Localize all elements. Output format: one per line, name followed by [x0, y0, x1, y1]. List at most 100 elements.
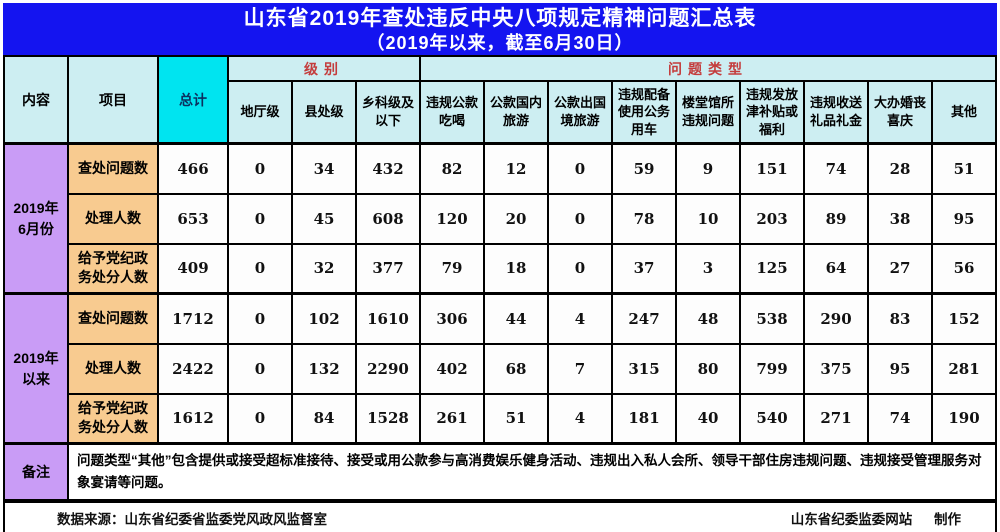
data-cell: 125: [739, 242, 805, 295]
column-header-type-0: 违规公款吃喝: [419, 80, 485, 145]
data-cell: 466: [157, 142, 229, 195]
header-content: 内容: [3, 55, 69, 145]
data-cell: 64: [803, 242, 869, 295]
data-cell: 7: [547, 342, 613, 395]
summary-table: 内容 项目 总计 级别 问题类型 地厅级 县处级 乡科级及以下 违规公款吃喝 公…: [3, 55, 998, 501]
data-cell: 540: [739, 392, 805, 445]
data-cell: 190: [930, 392, 998, 445]
data-cell: 315: [611, 342, 677, 395]
data-cell: 306: [419, 292, 485, 345]
table-row: 处理人数 653 0 45 608 120 20 0 78 10 203 89 …: [4, 192, 998, 245]
column-header-level-1: 县处级: [291, 80, 357, 145]
column-header-level-2: 乡科级及以下: [355, 80, 421, 145]
data-cell: 40: [675, 392, 741, 445]
data-cell: 151: [739, 142, 805, 195]
data-cell: 152: [930, 292, 998, 345]
data-cell: 538: [739, 292, 805, 345]
remark-text: 问题类型“其他”包含提供或接受超标准接待、接受或用公款参与高消费娱乐健身活动、违…: [66, 442, 998, 501]
data-cell: 48: [675, 292, 741, 345]
data-cell: 82: [419, 142, 485, 195]
data-cell: 432: [355, 142, 421, 195]
data-cell: 2290: [355, 342, 421, 395]
data-cell: 45: [291, 192, 357, 245]
column-header-type-4: 楼堂馆所违规问题: [675, 80, 741, 145]
remark-label: 备注: [3, 442, 69, 501]
data-cell: 56: [930, 242, 998, 295]
data-cell: 203: [739, 192, 805, 245]
title-band: 山东省2019年查处违反中央八项规定精神问题汇总表 （2019年以来，截至6月3…: [3, 3, 997, 55]
item-cell: 查处问题数: [67, 292, 159, 345]
header-type-group: 问题类型: [418, 55, 998, 82]
data-cell: 20: [483, 192, 549, 245]
data-cell: 653: [157, 192, 229, 245]
data-cell: 18: [483, 242, 549, 295]
footer: 数据来源：山东省纪委省监委党风政风监督室 山东省纪委监委网站 制作: [3, 500, 997, 532]
period-cell-ytd: 2019年 以来: [3, 292, 69, 445]
data-cell: 1612: [157, 392, 229, 445]
data-cell: 74: [867, 392, 933, 445]
data-cell: 95: [930, 192, 998, 245]
data-cell: 80: [675, 342, 741, 395]
data-cell: 1610: [355, 292, 421, 345]
data-cell: 79: [419, 242, 485, 295]
data-cell: 2422: [157, 342, 229, 395]
data-cell: 84: [291, 392, 357, 445]
remark-row: 备注 问题类型“其他”包含提供或接受超标准接待、接受或用公款参与高消费娱乐健身活…: [3, 442, 998, 501]
page-subtitle: （2019年以来，截至6月30日）: [366, 33, 634, 53]
item-cell: 给予党纪政务处分人数: [67, 242, 159, 295]
data-cell: 37: [611, 242, 677, 295]
data-cell: 120: [419, 192, 485, 245]
data-cell: 68: [483, 342, 549, 395]
data-cell: 89: [803, 192, 869, 245]
table-row: 处理人数 2422 0 132 2290 402 68 7 315 80 799…: [4, 342, 998, 395]
data-cell: 247: [611, 292, 677, 345]
period-cell-june: 2019年 6月份: [3, 142, 69, 295]
period-line: 6月份: [18, 220, 54, 237]
data-cell: 78: [611, 192, 677, 245]
header-total: 总计: [157, 55, 229, 145]
data-cell: 132: [291, 342, 357, 395]
data-cell: 271: [803, 392, 869, 445]
data-cell: 3: [675, 242, 741, 295]
data-cell: 375: [803, 342, 869, 395]
column-header-type-3: 违规配备使用公务用车: [611, 80, 677, 145]
item-cell: 查处问题数: [67, 142, 159, 195]
data-cell: 0: [227, 342, 293, 395]
header-group-row: 内容 项目 总计 级别 问题类型: [3, 55, 998, 145]
data-cell: 1528: [355, 392, 421, 445]
data-cell: 32: [291, 242, 357, 295]
period-line: 以来: [22, 370, 50, 387]
data-cell: 38: [867, 192, 933, 245]
header-columns-row: 地厅级 县处级 乡科级及以下 违规公款吃喝 公款国内旅游 公款出国境旅游 违规配…: [4, 80, 998, 145]
footer-source: 数据来源：山东省纪委省监委党风政风监督室: [57, 512, 327, 527]
data-cell: 608: [355, 192, 421, 245]
data-cell: 0: [547, 242, 613, 295]
data-cell: 409: [157, 242, 229, 295]
data-cell: 1712: [157, 292, 229, 345]
footer-credit-madeby: 制作: [934, 512, 961, 527]
data-cell: 281: [930, 342, 998, 395]
footer-credit: 山东省纪委监委网站 制作: [791, 508, 961, 528]
data-cell: 83: [867, 292, 933, 345]
data-cell: 74: [803, 142, 869, 195]
footer-credit-site: 山东省纪委监委网站: [790, 512, 913, 527]
table-row: 给予党纪政务处分人数 409 0 32 377 79 18 0 37 3 125…: [4, 242, 998, 295]
data-cell: 0: [227, 242, 293, 295]
data-cell: 0: [227, 192, 293, 245]
header-level-group: 级别: [227, 55, 421, 82]
data-cell: 290: [803, 292, 869, 345]
data-cell: 4: [547, 392, 613, 445]
column-header-level-0: 地厅级: [227, 80, 293, 145]
data-cell: 10: [675, 192, 741, 245]
data-cell: 402: [419, 342, 485, 395]
data-cell: 0: [227, 292, 293, 345]
period-line: 2019年: [13, 200, 59, 217]
period-line: 2019年: [13, 350, 59, 367]
data-cell: 95: [867, 342, 933, 395]
data-cell: 44: [483, 292, 549, 345]
header-item: 项目: [67, 55, 159, 145]
data-cell: 12: [483, 142, 549, 195]
column-header-type-7: 大办婚丧喜庆: [867, 80, 933, 145]
column-header-type-1: 公款国内旅游: [483, 80, 549, 145]
